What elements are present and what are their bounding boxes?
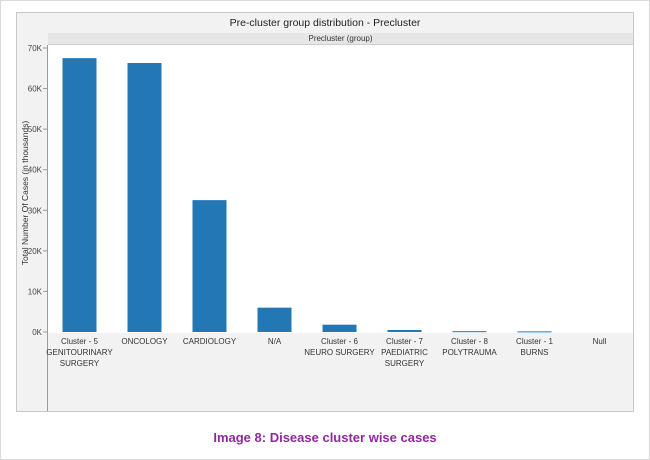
y-tick-label-0: 0K xyxy=(32,328,42,337)
x-tick-label-2-0: CARDIOLOGY xyxy=(183,337,237,346)
x-tick-label-4-1: NEURO SURGERY xyxy=(304,348,375,357)
x-tick-label-4-0: Cluster - 6 xyxy=(321,337,358,346)
bar-2 xyxy=(192,200,227,332)
x-tick-label-0-1: GENITOURINARY xyxy=(46,348,113,357)
y-tick-label-3: 30K xyxy=(28,206,43,215)
y-tick-label-6: 60K xyxy=(28,85,43,94)
x-tick-label-6-1: POLYTRAUMA xyxy=(442,348,497,357)
x-tick-label-8-0: Null xyxy=(593,337,607,346)
bar-3 xyxy=(257,307,292,332)
x-tick-label-7-1: BURNS xyxy=(520,348,548,357)
y-tick-label-1: 10K xyxy=(28,287,43,296)
x-tick-label-1-0: ONCOLOGY xyxy=(121,337,168,346)
figure-caption: Image 8: Disease cluster wise cases xyxy=(213,430,437,445)
bar-4 xyxy=(322,324,357,332)
chart-title: Pre-cluster group distribution - Preclus… xyxy=(229,17,421,29)
y-tick-label-2: 20K xyxy=(28,247,43,256)
x-tick-label-5-2: SURGERY xyxy=(385,359,425,368)
y-axis-line xyxy=(47,45,48,411)
bar-6 xyxy=(452,331,487,333)
x-tick-label-5-0: Cluster - 7 xyxy=(386,337,423,346)
bar-1 xyxy=(127,63,162,333)
bar-7 xyxy=(517,331,552,333)
x-tick-label-6-0: Cluster - 8 xyxy=(451,337,488,346)
bar-chart: 0K 10K 20K 30K 40K 50K 60K 70K Cluster - 5 GENITO… xyxy=(28,44,607,368)
x-tick-label-3-0: N/A xyxy=(268,337,282,346)
bar-5 xyxy=(387,329,422,332)
y-tick-label-5: 50K xyxy=(28,125,43,134)
x-tick-label-7-0: Cluster - 1 xyxy=(516,337,553,346)
y-tick-label-7: 70K xyxy=(28,44,43,53)
bar-0 xyxy=(62,58,97,333)
panel-header: Precluster (group) xyxy=(48,33,633,45)
x-tick-label-0-2: SURGERY xyxy=(60,359,100,368)
y-tick-label-4: 40K xyxy=(28,166,43,175)
x-tick-label-5-1: PAEDIATRIC xyxy=(381,348,428,357)
x-tick-label-0-0: Cluster - 5 xyxy=(61,337,98,346)
